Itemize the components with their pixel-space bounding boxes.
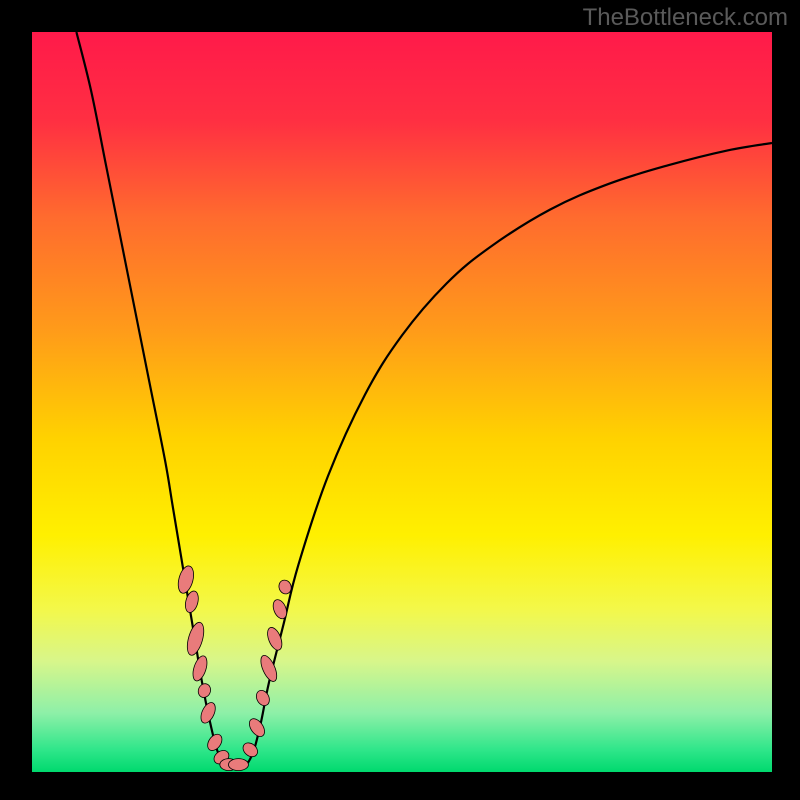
curve-bead — [254, 688, 272, 708]
curve-bead — [240, 740, 260, 759]
chart-frame — [0, 0, 800, 800]
curve-bead — [271, 598, 290, 621]
curve-left — [76, 32, 231, 769]
curve-bead — [196, 682, 212, 699]
curve-right — [239, 143, 772, 769]
curve-bead — [176, 564, 197, 595]
curve-bead — [246, 716, 267, 739]
curve-bead — [190, 654, 209, 682]
curve-bead — [205, 732, 225, 754]
bottleneck-curve — [32, 32, 772, 772]
curve-bead — [183, 590, 200, 614]
curve-bead — [184, 621, 207, 658]
curve-bead — [228, 759, 248, 771]
curve-bead — [258, 653, 280, 683]
curve-bead — [198, 700, 218, 725]
plot-area — [32, 32, 772, 772]
